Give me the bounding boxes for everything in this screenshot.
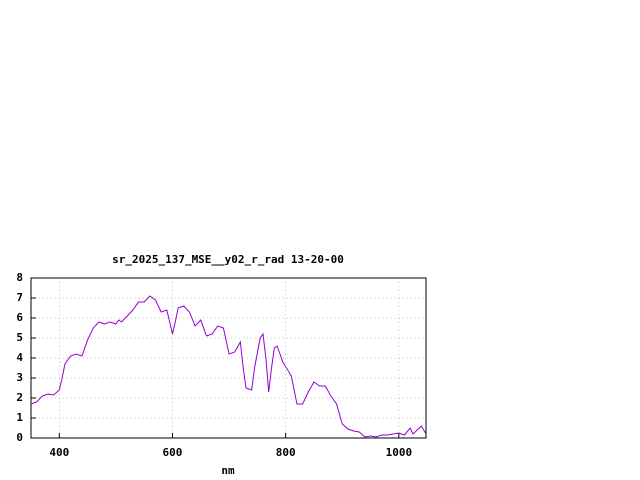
x-tick-label: 1000: [386, 446, 413, 459]
x-tick-label: 600: [163, 446, 183, 459]
x-tick-label: 400: [49, 446, 69, 459]
y-tick-label: 1: [16, 411, 23, 424]
y-tick-label: 4: [16, 351, 23, 364]
y-tick-label: 6: [16, 311, 23, 324]
data-line: [30, 295, 427, 438]
x-tick-label: 800: [276, 446, 296, 459]
y-tick-label: 0: [16, 431, 23, 444]
y-tick-label: 2: [16, 391, 23, 404]
chart-title: sr_2025_137_MSE__y02_r_rad 13-20-00: [112, 253, 344, 266]
x-axis-label: nm: [221, 464, 235, 477]
y-tick-label: 5: [16, 331, 23, 344]
y-tick-label: 8: [16, 271, 23, 284]
plot-frame: [30, 277, 427, 439]
y-tick-label: 7: [16, 291, 23, 304]
y-tick-label: 3: [16, 371, 23, 384]
